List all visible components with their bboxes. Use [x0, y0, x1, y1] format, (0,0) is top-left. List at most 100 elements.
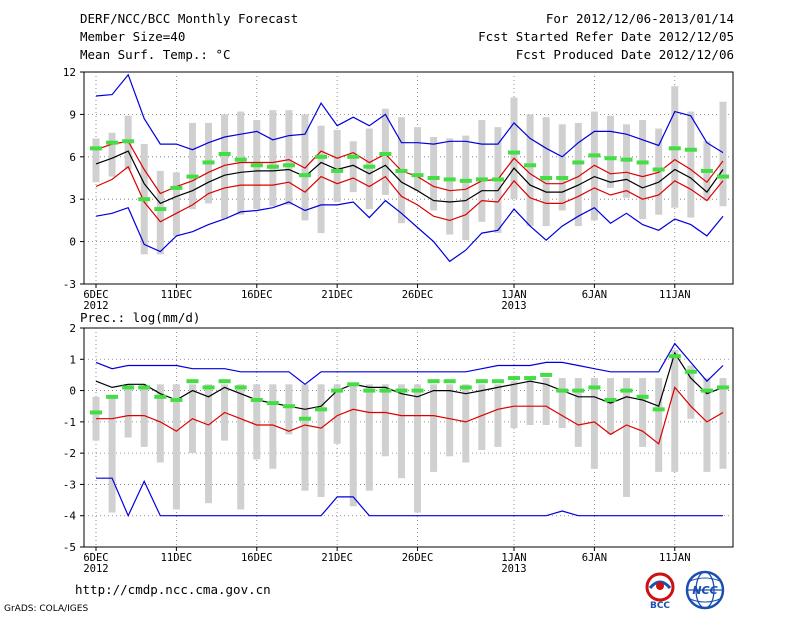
median-mark [266, 164, 279, 169]
x-tick-label: 11JAN [659, 289, 691, 301]
median-mark [475, 379, 488, 384]
median-mark [411, 388, 424, 393]
x-tick-label: 16DEC [241, 552, 273, 564]
median-mark [717, 174, 729, 179]
median-mark [331, 388, 344, 393]
y-tick-label: 0 [69, 385, 76, 398]
range-bar [156, 384, 164, 463]
median-mark [170, 397, 183, 402]
median-mark [122, 139, 135, 144]
y-tick-label: -4 [63, 510, 77, 523]
median-mark [282, 163, 295, 168]
range-bar [542, 117, 550, 227]
median-mark [347, 382, 360, 387]
source-url[interactable]: http://cmdp.ncc.cma.gov.cn [75, 582, 271, 597]
y-tick-label: -3 [63, 278, 76, 291]
max-line [95, 342, 724, 386]
median-mark [315, 407, 328, 412]
y-tick-label: -5 [63, 541, 76, 554]
median-mark [299, 416, 311, 421]
median-mark [331, 168, 344, 173]
mean-minus-std-line [95, 165, 724, 223]
median-mark [427, 176, 440, 180]
range-bar [285, 110, 293, 205]
forecast-period: For 2012/12/06-2013/01/14 [545, 11, 734, 26]
range-bar [414, 127, 422, 191]
range-bar [606, 115, 614, 188]
median-mark [491, 177, 504, 182]
range-bar [269, 384, 277, 469]
range-bar [156, 170, 164, 255]
median-mark [459, 385, 472, 390]
median-mark [443, 177, 456, 182]
range-bar [205, 384, 213, 504]
x-tick-label: 26DEC [402, 289, 434, 301]
y-tick-label: 9 [69, 108, 76, 121]
range-bar [446, 138, 454, 235]
range-bar [623, 378, 631, 497]
median-mark [475, 177, 488, 182]
y-tick-label: 12 [63, 66, 76, 79]
median-mark [459, 178, 472, 183]
median-mark [234, 385, 247, 390]
range-bar [92, 138, 100, 183]
x-tick-label: 26DEC [402, 552, 434, 564]
range-bar [365, 128, 373, 210]
mean-line [95, 351, 724, 410]
median-mark [106, 140, 119, 145]
range-bar [349, 384, 357, 507]
range-bar [510, 97, 518, 200]
median-mark [170, 185, 183, 190]
x-tick-label: 11DEC [161, 552, 193, 564]
range-bar [430, 384, 438, 472]
median-mark [556, 176, 569, 180]
plot-frame [83, 71, 734, 285]
median-mark [186, 174, 199, 179]
range-bar [574, 122, 582, 227]
median-mark [427, 379, 440, 384]
mean-plus-std-line [95, 140, 724, 195]
min-line [95, 199, 724, 263]
median-mark [717, 385, 729, 390]
median-mark [540, 372, 553, 377]
median-mark [652, 407, 665, 412]
max-line [95, 73, 724, 158]
median-mark [700, 388, 713, 393]
x-tick-year-label: 2012 [83, 300, 108, 312]
range-bar [703, 378, 711, 472]
y-tick-label: -1 [63, 416, 76, 429]
min-line [96, 477, 723, 518]
median-mark [90, 146, 102, 151]
y-tick-label: -3 [63, 478, 76, 491]
median-mark [572, 160, 585, 165]
range-bar [639, 378, 647, 447]
range-bar [237, 111, 245, 215]
median-mark [524, 376, 537, 381]
median-mark [250, 397, 263, 402]
range-bar [558, 378, 566, 429]
y-tick-label: 3 [69, 193, 76, 206]
range-bar [655, 378, 663, 472]
x-tick-label: 11JAN [659, 552, 691, 564]
median-mark [668, 146, 681, 151]
range-bar [317, 384, 325, 497]
range-bar [285, 384, 293, 435]
precip-panel-title: Prec.: log(mm/d) [80, 310, 200, 325]
x-tick-label: 21DEC [321, 552, 353, 564]
x-tick-label: 16DEC [241, 289, 273, 301]
median-mark [363, 388, 376, 393]
range-bar [719, 101, 727, 207]
range-bar [590, 378, 598, 469]
y-tick-label: 6 [69, 151, 76, 164]
range-bar [639, 120, 647, 219]
range-bar [172, 172, 180, 236]
median-mark [379, 388, 392, 393]
range-bar [333, 129, 341, 203]
median-mark [411, 173, 424, 178]
x-tick-label: 6JAN [582, 552, 607, 564]
x-tick-label: 6DEC [83, 289, 108, 301]
x-tick-label: 1JAN [501, 289, 526, 301]
x-tick-label: 11DEC [161, 289, 193, 301]
